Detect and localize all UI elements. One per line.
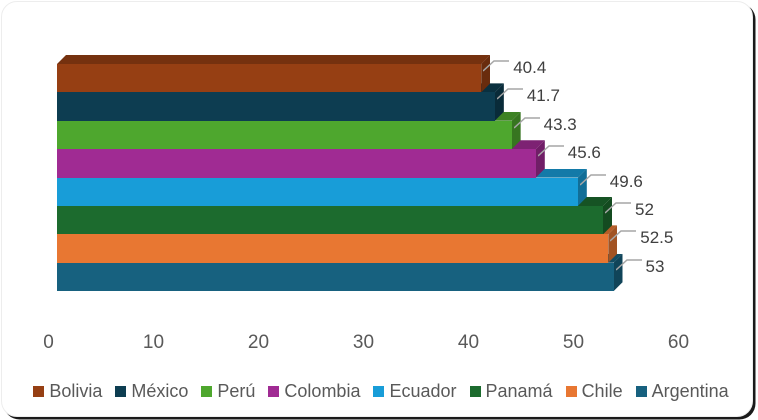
- bar-side-face: [512, 112, 521, 149]
- label-leader-line: [610, 230, 637, 242]
- bar-side-face: [614, 254, 623, 291]
- bar-ecuador: [57, 178, 587, 206]
- legend-label: México: [131, 380, 189, 401]
- bar-chile: [57, 234, 617, 263]
- legend-swatch-icon: [33, 385, 45, 397]
- value-label-colombia: 45.6: [567, 143, 601, 163]
- x-tick-30: 30: [352, 332, 375, 353]
- legend-item-ecuador: Ecuador: [373, 380, 457, 402]
- plot-area: 40.4 41.7 43.3 45.6 49.6 52 52.5 53: [2, 2, 752, 416]
- legend-item-bolivia: Bolivia: [33, 381, 102, 402]
- label-leader-line: [579, 173, 606, 186]
- value-label-bolivia: 40.4: [513, 58, 547, 77]
- value-label-peru: 43.3: [543, 114, 577, 134]
- x-tick-50: 50: [562, 332, 585, 353]
- x-tick-60: 60: [667, 332, 690, 353]
- label-leader-line: [605, 202, 631, 214]
- bar-front-face: [57, 234, 609, 263]
- legend-item-panama: Panamá: [469, 380, 553, 402]
- legend-label: Panamá: [485, 380, 553, 401]
- label-leader-line: [513, 117, 540, 129]
- bar-front-face: [57, 206, 603, 235]
- legend-swatch-icon: [373, 385, 385, 397]
- legend-label: Chile: [581, 380, 623, 401]
- bar-front-face: [57, 177, 578, 206]
- label-leader-line: [496, 88, 523, 100]
- x-tick-20: 20: [247, 332, 270, 353]
- legend-label: Argentina: [651, 380, 729, 401]
- legend-item-colombia: Colombia: [268, 381, 360, 402]
- bar-side-face: [608, 225, 617, 262]
- bar-front-face: [57, 149, 536, 178]
- legend-swatch-icon: [268, 385, 280, 397]
- bar-peru: [57, 120, 521, 150]
- bar-front-face: [57, 120, 512, 150]
- bar-mexico: [57, 92, 504, 121]
- legend-label: Bolivia: [49, 380, 103, 401]
- bar-argentina: [57, 262, 623, 292]
- label-leader-line: [537, 145, 564, 157]
- value-label-mexico: 41.7: [526, 86, 560, 106]
- legend-item-mexico: México: [115, 381, 188, 402]
- legend-item-chile: Chile: [565, 380, 623, 402]
- value-label-argentina: 53: [645, 256, 665, 276]
- x-tick-40: 40: [457, 332, 480, 353]
- bar-side-face: [578, 169, 587, 206]
- legend-item-argentina: Argentina: [635, 380, 729, 402]
- legend-swatch-icon: [565, 385, 577, 397]
- bar-top-face: [57, 55, 490, 64]
- x-axis: 0 10 20 30 40 50 60: [2, 332, 758, 358]
- x-tick-0: 0: [43, 332, 54, 353]
- label-leader-line: [483, 60, 510, 72]
- legend-label: Perú: [217, 380, 256, 401]
- bar-side-face: [536, 140, 545, 177]
- value-label-chile: 52.5: [640, 228, 674, 248]
- x-tick-10: 10: [142, 332, 165, 353]
- bar-side-face: [481, 55, 490, 92]
- bar-side-face: [495, 83, 504, 120]
- legend-swatch-icon: [201, 385, 213, 397]
- legend-swatch-icon: [115, 385, 127, 397]
- legend-label: Ecuador: [389, 380, 457, 401]
- legend-label: Colombia: [284, 380, 361, 401]
- bar-bolivia: [57, 64, 490, 93]
- legend-swatch-icon: [635, 385, 647, 397]
- bar-colombia: [57, 149, 545, 178]
- legend: Bolivia México Perú Colombia Ecuador Panamá Ch…: [2, 379, 758, 403]
- value-label-ecuador: 49.6: [609, 171, 643, 191]
- bar-side-face: [603, 197, 612, 234]
- bar-front-face: [57, 262, 614, 292]
- value-label-panama: 52: [635, 200, 654, 219]
- bar-front-face: [57, 92, 495, 121]
- bar-front-face: [57, 64, 482, 93]
- legend-swatch-icon: [469, 385, 481, 397]
- bar-panama: [57, 206, 612, 235]
- legend-item-peru: Perú: [201, 381, 255, 402]
- label-leader-line: [615, 259, 642, 271]
